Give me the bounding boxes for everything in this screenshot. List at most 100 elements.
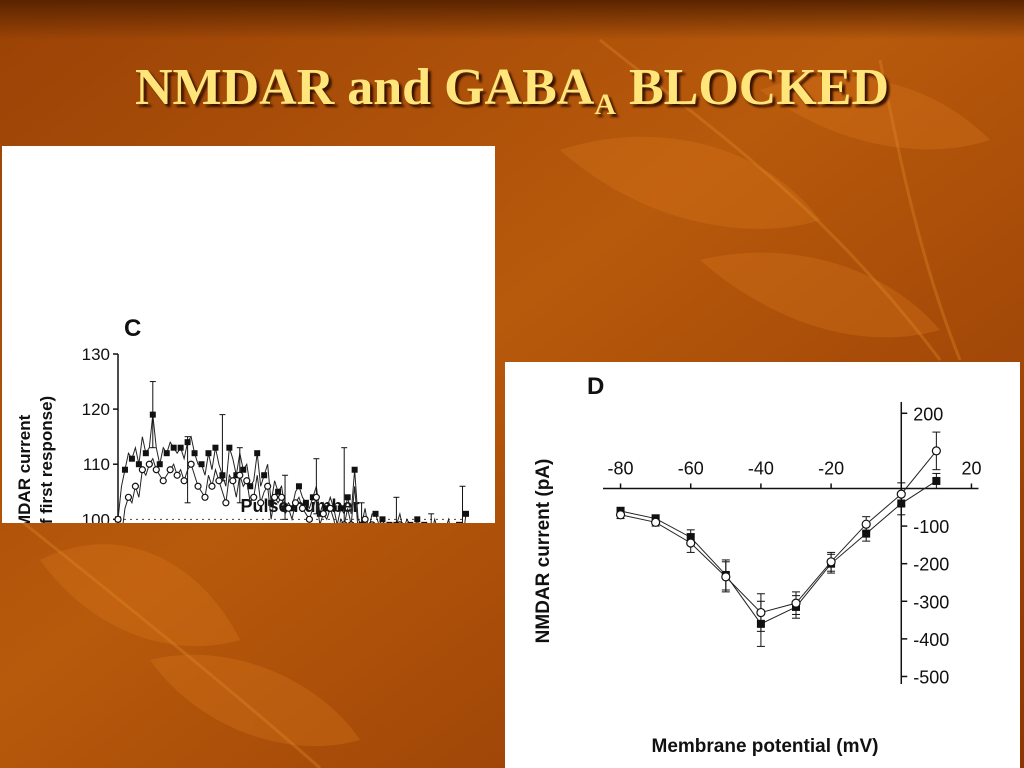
data-point — [721, 572, 731, 582]
data-point — [368, 521, 376, 523]
y-tick-label: 100 — [82, 510, 110, 523]
data-point — [173, 471, 181, 479]
x-tick-label: -20 — [818, 458, 844, 478]
y-tick-label: -100 — [913, 517, 949, 537]
y-tick-label: -200 — [913, 555, 949, 575]
y-tick-label: 110 — [83, 455, 110, 474]
data-point — [756, 607, 766, 618]
slide-title: NMDAR and GABAA BLOCKED — [0, 62, 1024, 120]
data-point — [124, 493, 133, 501]
data-point — [243, 477, 251, 485]
data-point — [205, 450, 212, 457]
chart-c: C901001101201300255075100Pulse numberNMD… — [15, 315, 469, 523]
title-tail-text: BLOCKED — [615, 59, 890, 116]
data-point — [257, 499, 265, 507]
data-point — [393, 521, 400, 523]
data-point — [149, 411, 156, 418]
data-point — [862, 529, 871, 538]
data-point — [275, 488, 282, 495]
series-line — [620, 450, 937, 614]
data-point — [298, 504, 307, 512]
panel-label-c: C — [124, 315, 141, 342]
data-point — [170, 444, 177, 451]
data-point — [159, 477, 167, 485]
data-point — [651, 517, 661, 527]
data-point — [152, 466, 160, 474]
data-point — [341, 521, 348, 523]
series-filled-square — [616, 472, 941, 647]
data-point — [163, 450, 170, 457]
x-tick-label: -40 — [748, 458, 774, 478]
chart-panel-d: D -80 -60 -40 -20 20 200 -100 -200 -300 -400 -500 Me… — [505, 362, 1020, 768]
y-axis-title-line1: NMDAR current — [15, 414, 34, 523]
data-point — [407, 521, 414, 523]
y-tick-label: 130 — [82, 345, 110, 364]
series-line — [620, 480, 937, 625]
data-point — [896, 489, 906, 499]
series-open-circle — [114, 436, 435, 523]
title-subscript: A — [594, 88, 616, 121]
data-point — [615, 510, 626, 520]
data-point — [194, 482, 202, 490]
data-point — [284, 504, 293, 512]
y-tick-label: -400 — [913, 630, 949, 650]
data-point — [456, 521, 463, 523]
data-point — [166, 466, 174, 474]
data-point — [351, 466, 358, 473]
x-tick-label: -80 — [608, 458, 634, 478]
data-point — [291, 499, 300, 507]
data-point — [791, 598, 801, 608]
data-point — [305, 515, 313, 523]
data-point — [271, 493, 279, 501]
data-point — [319, 510, 327, 518]
data-point — [198, 461, 205, 468]
x-tick-label: 20 — [961, 458, 981, 478]
data-point — [337, 505, 344, 512]
data-point — [135, 461, 142, 468]
data-point — [326, 504, 334, 512]
data-point — [931, 446, 941, 456]
data-point — [250, 493, 258, 501]
data-point — [212, 444, 219, 451]
data-point — [264, 482, 272, 490]
series-line — [117, 457, 401, 523]
data-point — [379, 516, 386, 523]
data-point — [180, 477, 188, 485]
data-point — [229, 477, 237, 485]
panel-label-d: D — [587, 373, 604, 400]
data-point — [302, 499, 309, 506]
data-point — [386, 521, 393, 523]
data-point — [261, 472, 268, 479]
data-point — [247, 483, 254, 490]
data-point — [348, 521, 355, 523]
data-point — [463, 510, 469, 517]
data-point — [240, 466, 247, 473]
data-point — [187, 460, 195, 468]
y-tick-label: 120 — [82, 400, 110, 419]
data-point — [312, 493, 320, 501]
data-point — [114, 515, 122, 523]
leaf-decoration — [40, 76, 990, 747]
y-axis-title-line2: (% of first response) — [37, 396, 56, 523]
data-point — [932, 476, 941, 485]
data-point — [268, 499, 275, 506]
data-point — [414, 516, 421, 523]
data-point — [145, 460, 153, 468]
data-point — [208, 482, 216, 490]
data-point — [226, 444, 233, 451]
data-point — [121, 466, 128, 473]
series-open-circle — [615, 431, 941, 632]
x-axis-title: Membrane potential (mV) — [652, 736, 879, 757]
data-point — [344, 494, 351, 501]
y-tick-label: -500 — [913, 667, 949, 687]
data-point — [128, 455, 135, 462]
chart-panel-c: C901001101201300255075100Pulse numberNMD… — [2, 146, 495, 523]
data-point — [215, 477, 223, 485]
data-point — [236, 471, 244, 479]
data-point — [156, 461, 163, 468]
chart-d: D -80 -60 -40 -20 20 200 -100 -200 -300 -400 -500 Me… — [533, 373, 981, 757]
y-tick-label: -300 — [913, 592, 949, 612]
data-point — [254, 450, 261, 457]
data-point — [177, 444, 184, 451]
data-point — [277, 493, 286, 501]
